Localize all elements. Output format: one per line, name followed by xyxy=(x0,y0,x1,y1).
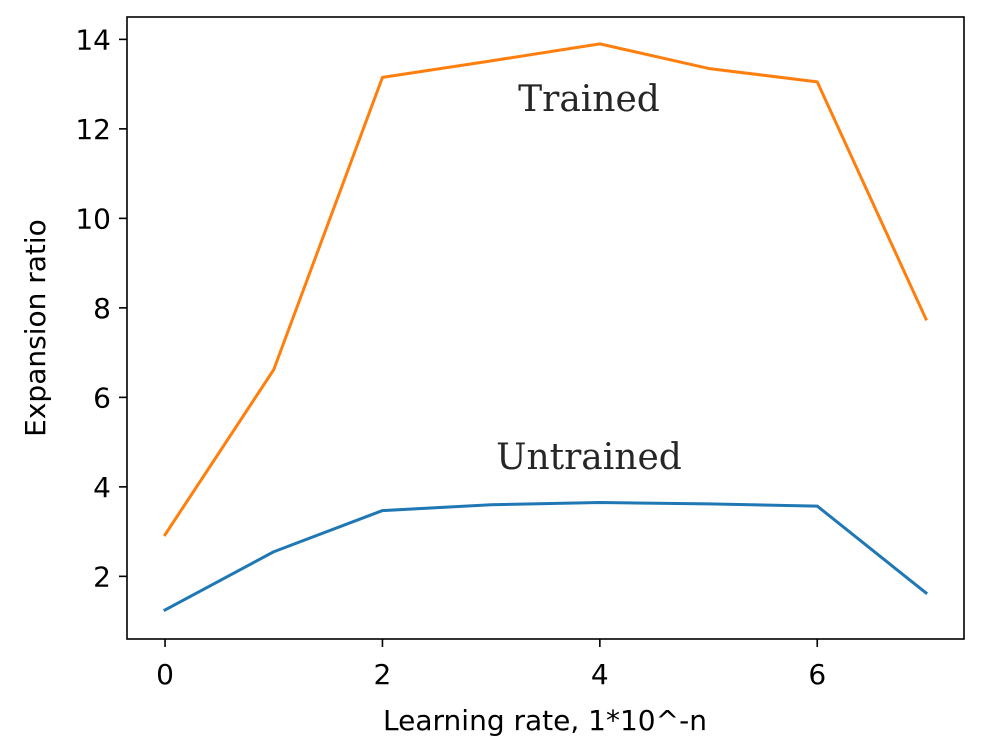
annotation-layer: Trained Untrained xyxy=(496,79,682,478)
y-tick-label: 8 xyxy=(93,292,111,325)
x-tick-label: 2 xyxy=(374,658,392,691)
y-tick-label: 6 xyxy=(93,381,111,414)
x-axis-label: Learning rate, 1*10^-n xyxy=(383,704,707,737)
series-layer xyxy=(162,42,929,612)
y-tick-label: 10 xyxy=(75,202,111,235)
annotation-untrained: Untrained xyxy=(496,437,682,478)
x-tick-label: 6 xyxy=(808,658,826,691)
annotation-trained: Trained xyxy=(518,79,660,120)
y-axis: 2 4 6 8 10 12 14 xyxy=(75,23,127,593)
y-tick-label: 2 xyxy=(93,560,111,593)
x-tick-label: 4 xyxy=(591,658,609,691)
series-line-0 xyxy=(163,501,929,612)
x-tick-label: 0 xyxy=(156,658,174,691)
y-tick-label: 4 xyxy=(93,471,111,504)
plot-frame xyxy=(126,16,965,640)
y-tick-label: 14 xyxy=(75,23,111,56)
series-line-1 xyxy=(162,42,928,537)
x-axis: 0 2 4 6 xyxy=(156,639,826,691)
y-axis-label: Expansion ratio xyxy=(19,219,52,437)
y-tick-label: 12 xyxy=(75,113,111,146)
